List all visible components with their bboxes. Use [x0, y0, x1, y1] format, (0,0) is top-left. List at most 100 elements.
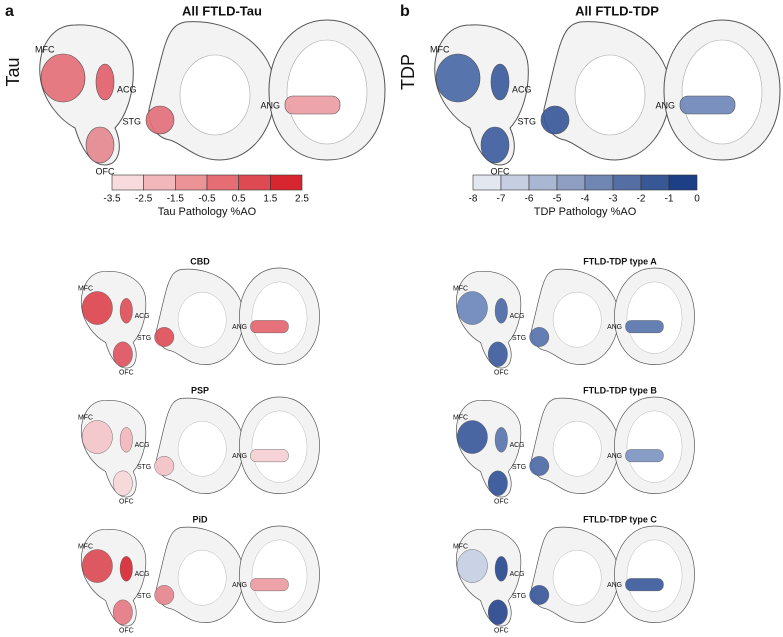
colorbar-cell: [238, 174, 271, 191]
brain-set: MFC ACG STG OFC ANG: [430, 19, 781, 176]
colorbar-tick-label: -5: [553, 194, 562, 205]
region-patch: [494, 298, 508, 324]
region-patch: [540, 105, 570, 135]
region-label: ACG: [512, 84, 532, 94]
region-patch: [456, 291, 488, 325]
colorbar-cell: [556, 174, 586, 191]
white-matter: [177, 549, 227, 606]
region-patch: [250, 320, 289, 334]
region-label: ANG: [232, 453, 247, 460]
subtype-title: CBD: [190, 256, 210, 266]
region-label: ACG: [135, 313, 150, 320]
white-matter: [251, 410, 308, 483]
region-label: ACG: [135, 442, 150, 449]
region-label: STG: [137, 464, 151, 471]
white-matter: [251, 539, 308, 612]
region-patch: [494, 556, 508, 582]
region-label: OFC: [494, 370, 509, 377]
colorbar-tick-label: -3.5: [103, 194, 121, 205]
region-patch: [679, 95, 736, 115]
colorbar-cell: [612, 174, 642, 191]
brain-set: MFC ACG STG OFC ANG: [453, 525, 695, 635]
colorbar-cell: [472, 174, 502, 191]
brain-set: MFC ACG STG OFC ANG: [453, 267, 695, 377]
region-patch: [119, 427, 133, 453]
region-label: ANG: [655, 100, 675, 110]
region-patch: [529, 456, 550, 476]
region-label: ACG: [135, 571, 150, 578]
region-label: OFC: [494, 499, 509, 506]
colorbar-tick-label: -3: [609, 194, 618, 205]
colorbar-cell: [143, 174, 176, 191]
region-patch: [456, 549, 488, 583]
white-matter: [251, 281, 308, 354]
region-patch: [487, 470, 508, 496]
region-patch: [625, 578, 664, 592]
brain-set: MFC ACG STG OFC ANG: [78, 396, 320, 506]
region-patch: [85, 126, 115, 164]
white-matter: [177, 291, 227, 348]
colorbar-tick-label: -1.5: [167, 194, 185, 205]
region-label: STG: [122, 116, 141, 126]
region-label: MFC: [78, 415, 93, 422]
region-patch: [40, 53, 86, 103]
brain-set: MFC ACG STG OFC ANG: [453, 396, 695, 506]
region-patch: [112, 341, 133, 367]
region-label: ACG: [510, 313, 525, 320]
region-label: MFC: [453, 415, 468, 422]
region-label: OFC: [119, 499, 134, 506]
colorbar-label: Tau Pathology %AO: [158, 206, 257, 218]
region-patch: [625, 320, 664, 334]
region-label: MFC: [453, 544, 468, 551]
region-patch: [284, 95, 341, 115]
region-label: ANG: [232, 582, 247, 589]
subtype-title: PSP: [191, 385, 209, 395]
white-matter: [286, 39, 368, 145]
region-label: STG: [512, 593, 526, 600]
region-label: OFC: [494, 628, 509, 635]
region-label: ANG: [232, 324, 247, 331]
brain-set: MFC ACG STG OFC ANG: [78, 525, 320, 635]
colorbar-cell: [175, 174, 208, 191]
region-patch: [154, 327, 175, 347]
brain-set: MFC ACG STG OFC ANG: [78, 267, 320, 377]
panel-title: All FTLD-Tau: [182, 3, 262, 18]
region-label: ANG: [260, 100, 280, 110]
colorbar-tick-label: -7: [497, 194, 506, 205]
region-patch: [494, 427, 508, 453]
region-patch: [487, 599, 508, 625]
colorbar-tick-label: 0: [694, 194, 700, 205]
panel-letter: b: [400, 3, 410, 20]
region-patch: [250, 578, 289, 592]
region-patch: [112, 599, 133, 625]
region-patch: [81, 549, 113, 583]
colorbar-cell: [668, 174, 698, 191]
colorbar-cell: [206, 174, 239, 191]
region-patch: [480, 126, 510, 164]
colorbar-tick-label: -2: [637, 194, 646, 205]
region-patch: [81, 420, 113, 454]
region-patch: [456, 420, 488, 454]
region-patch: [154, 585, 175, 605]
subtype-title: FTLD-TDP type A: [583, 256, 657, 266]
row-label: TDP: [398, 54, 418, 90]
region-label: ACG: [510, 571, 525, 578]
colorbar-cell: [640, 174, 670, 191]
colorbar-tick-label: 1.5: [263, 194, 277, 205]
subtype-title: PiD: [192, 514, 208, 524]
region-patch: [145, 105, 175, 135]
white-matter: [681, 39, 763, 145]
region-patch: [119, 556, 133, 582]
colorbar-cell: [500, 174, 530, 191]
region-patch: [95, 63, 115, 101]
region-patch: [154, 456, 175, 476]
white-matter: [552, 291, 602, 348]
region-label: MFC: [430, 44, 450, 54]
colorbar-cell: [270, 174, 303, 191]
colorbar-tick-label: 2.5: [295, 194, 309, 205]
region-patch: [529, 585, 550, 605]
row-label: Tau: [3, 57, 23, 86]
white-matter: [626, 410, 683, 483]
region-label: ACG: [510, 442, 525, 449]
